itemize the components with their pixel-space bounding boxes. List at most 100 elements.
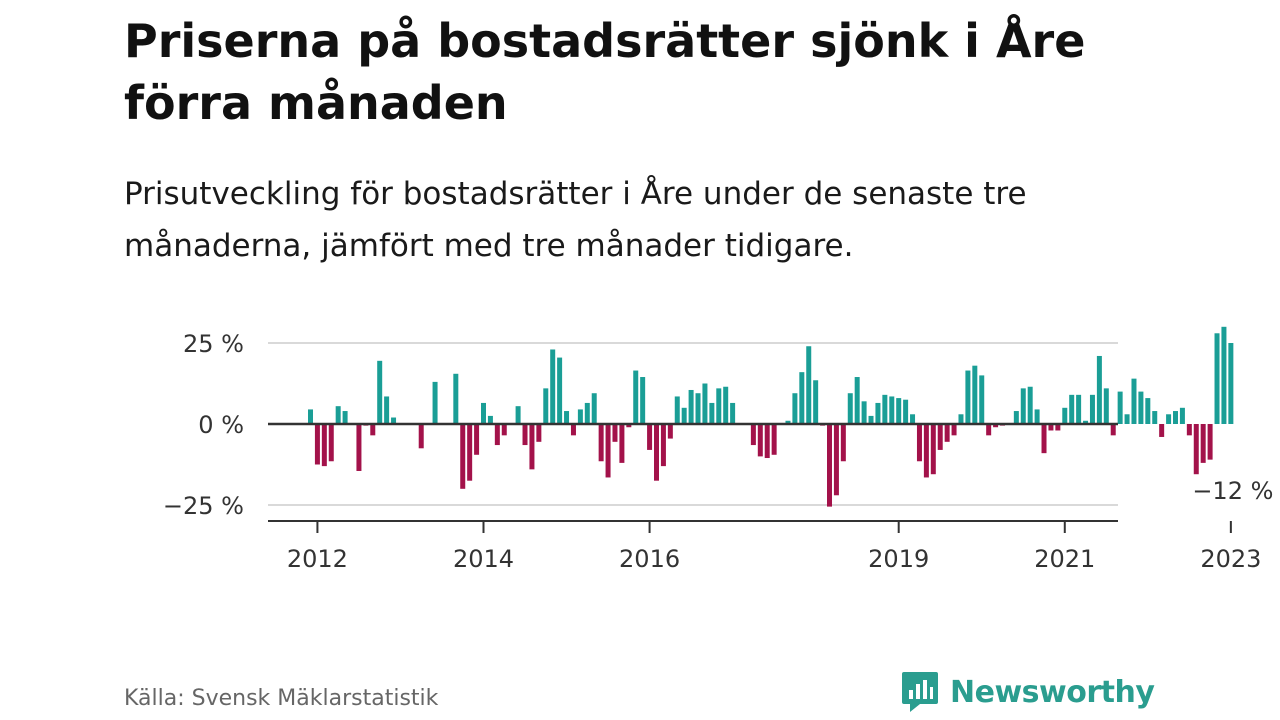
bar-2021-05: [1089, 394, 1095, 424]
bar-2016-04: [667, 424, 673, 439]
x-tick-label: 2019: [868, 545, 929, 573]
bar-2019-01: [896, 398, 902, 424]
bar-2014-08: [529, 424, 535, 470]
bar-2020-07: [1020, 388, 1026, 424]
bar-2012-10: [377, 360, 383, 424]
bar-2016-02: [654, 424, 659, 481]
bar-2013-06: [432, 381, 438, 424]
y-tick-label: −25 %: [163, 492, 244, 520]
bar-2021-09: [1117, 391, 1123, 424]
bar-2016-09: [702, 383, 708, 424]
bar-2019-12: [972, 365, 978, 424]
bar-2015-08: [612, 424, 618, 442]
bar-2022-10: [1207, 424, 1213, 460]
bar-2020-09: [1034, 409, 1040, 424]
bar-2020-01: [979, 375, 985, 424]
bar-2019-08: [944, 424, 950, 442]
bar-2017-05: [757, 424, 763, 457]
bar-2014-10: [543, 388, 549, 424]
bar-2021-06: [1096, 355, 1102, 424]
chart-title: Priserna på bostadsrätter sjönk i Åre fö…: [124, 14, 1086, 130]
bar-2014-04: [501, 424, 507, 436]
bar-2015-01: [564, 411, 570, 424]
bar-2019-06: [930, 424, 936, 475]
source-note: Källa: Svensk Mäklarstatistik: [124, 686, 439, 711]
bar-2013-11: [467, 424, 473, 481]
bar-2021-02: [1069, 394, 1075, 424]
bar-2019-02: [903, 399, 909, 424]
bar-2012-12: [391, 417, 397, 424]
bar-2012-07: [356, 424, 362, 471]
bar-2019-10: [958, 414, 964, 424]
bar-2021-08: [1110, 424, 1116, 436]
bar-2020-03: [993, 424, 999, 428]
bar-2011-12: [308, 409, 313, 424]
bar-2018-08: [861, 401, 867, 424]
x-tick-label: 2012: [287, 545, 348, 573]
x-tick-label: 2016: [619, 545, 680, 573]
bar-2016-07: [688, 389, 694, 424]
bar-2022-01: [1145, 398, 1151, 424]
bar-2017-04: [750, 424, 756, 446]
bar-2015-02: [570, 424, 576, 436]
bar-2021-07: [1103, 388, 1109, 424]
bar-2014-11: [550, 349, 556, 424]
bar-2014-07: [522, 424, 528, 446]
chart-subtitle: Prisutveckling för bostadsrätter i Åre u…: [124, 176, 1027, 264]
bar-2022-06: [1179, 407, 1185, 424]
bar-2012-09: [370, 424, 376, 436]
brand-logo[interactable]: Newsworthy: [900, 670, 1155, 714]
bar-2018-10: [875, 402, 881, 424]
bar-2015-10: [626, 424, 632, 428]
bar-2022-09: [1200, 424, 1206, 463]
y-tick-label: 0 %: [198, 411, 244, 439]
bar-2014-03: [494, 424, 500, 446]
bar-2015-05: [591, 393, 597, 424]
bar-2016-01: [647, 424, 653, 450]
bars: [308, 326, 1234, 507]
bar-2012-01: [314, 424, 320, 465]
bar-2017-11: [799, 372, 805, 424]
bar-2012-05: [342, 411, 348, 424]
bar-2020-12: [1055, 424, 1061, 431]
gridlines: [268, 342, 1118, 506]
bar-2021-10: [1124, 414, 1130, 424]
bar-2015-07: [605, 424, 611, 478]
bar-2022-08: [1193, 424, 1199, 475]
bar-2019-04: [916, 424, 922, 462]
y-tick-label: 25 %: [183, 330, 244, 358]
bar-2020-06: [1013, 411, 1019, 424]
x-tick-label: 2021: [1034, 545, 1095, 573]
bar-2019-11: [965, 370, 971, 424]
bar-2020-08: [1027, 386, 1033, 424]
bar-2015-12: [640, 377, 646, 424]
bar-2013-09: [453, 373, 459, 424]
bar-2019-03: [910, 414, 916, 424]
bar-2017-06: [764, 424, 770, 459]
bar-2018-12: [889, 396, 895, 424]
newsworthy-logo-icon: [902, 672, 938, 712]
bar-2014-09: [536, 424, 542, 442]
bar-2016-10: [709, 402, 715, 424]
bar-2015-03: [577, 409, 583, 424]
bar-2022-11: [1214, 333, 1220, 424]
bar-2017-10: [792, 393, 798, 424]
bar-2018-09: [868, 415, 874, 424]
bar-2013-12: [474, 424, 480, 455]
bar-2014-01: [481, 402, 486, 424]
bar-2020-11: [1048, 424, 1054, 431]
bar-2016-03: [660, 424, 666, 467]
bar-2019-09: [951, 424, 957, 436]
bar-2014-02: [487, 415, 493, 424]
bar-2012-03: [328, 424, 334, 462]
bar-2022-12: [1221, 326, 1227, 424]
bar-2012-02: [321, 424, 327, 467]
bar-2023-01: [1228, 343, 1234, 424]
bar-2012-04: [335, 406, 341, 424]
bar-2021-11: [1131, 378, 1137, 424]
x-tick-label: 2014: [453, 545, 514, 573]
bar-2017-01: [730, 402, 736, 424]
bar-2018-03: [827, 424, 832, 507]
bar-2014-06: [515, 406, 521, 424]
bar-2019-05: [923, 424, 929, 478]
